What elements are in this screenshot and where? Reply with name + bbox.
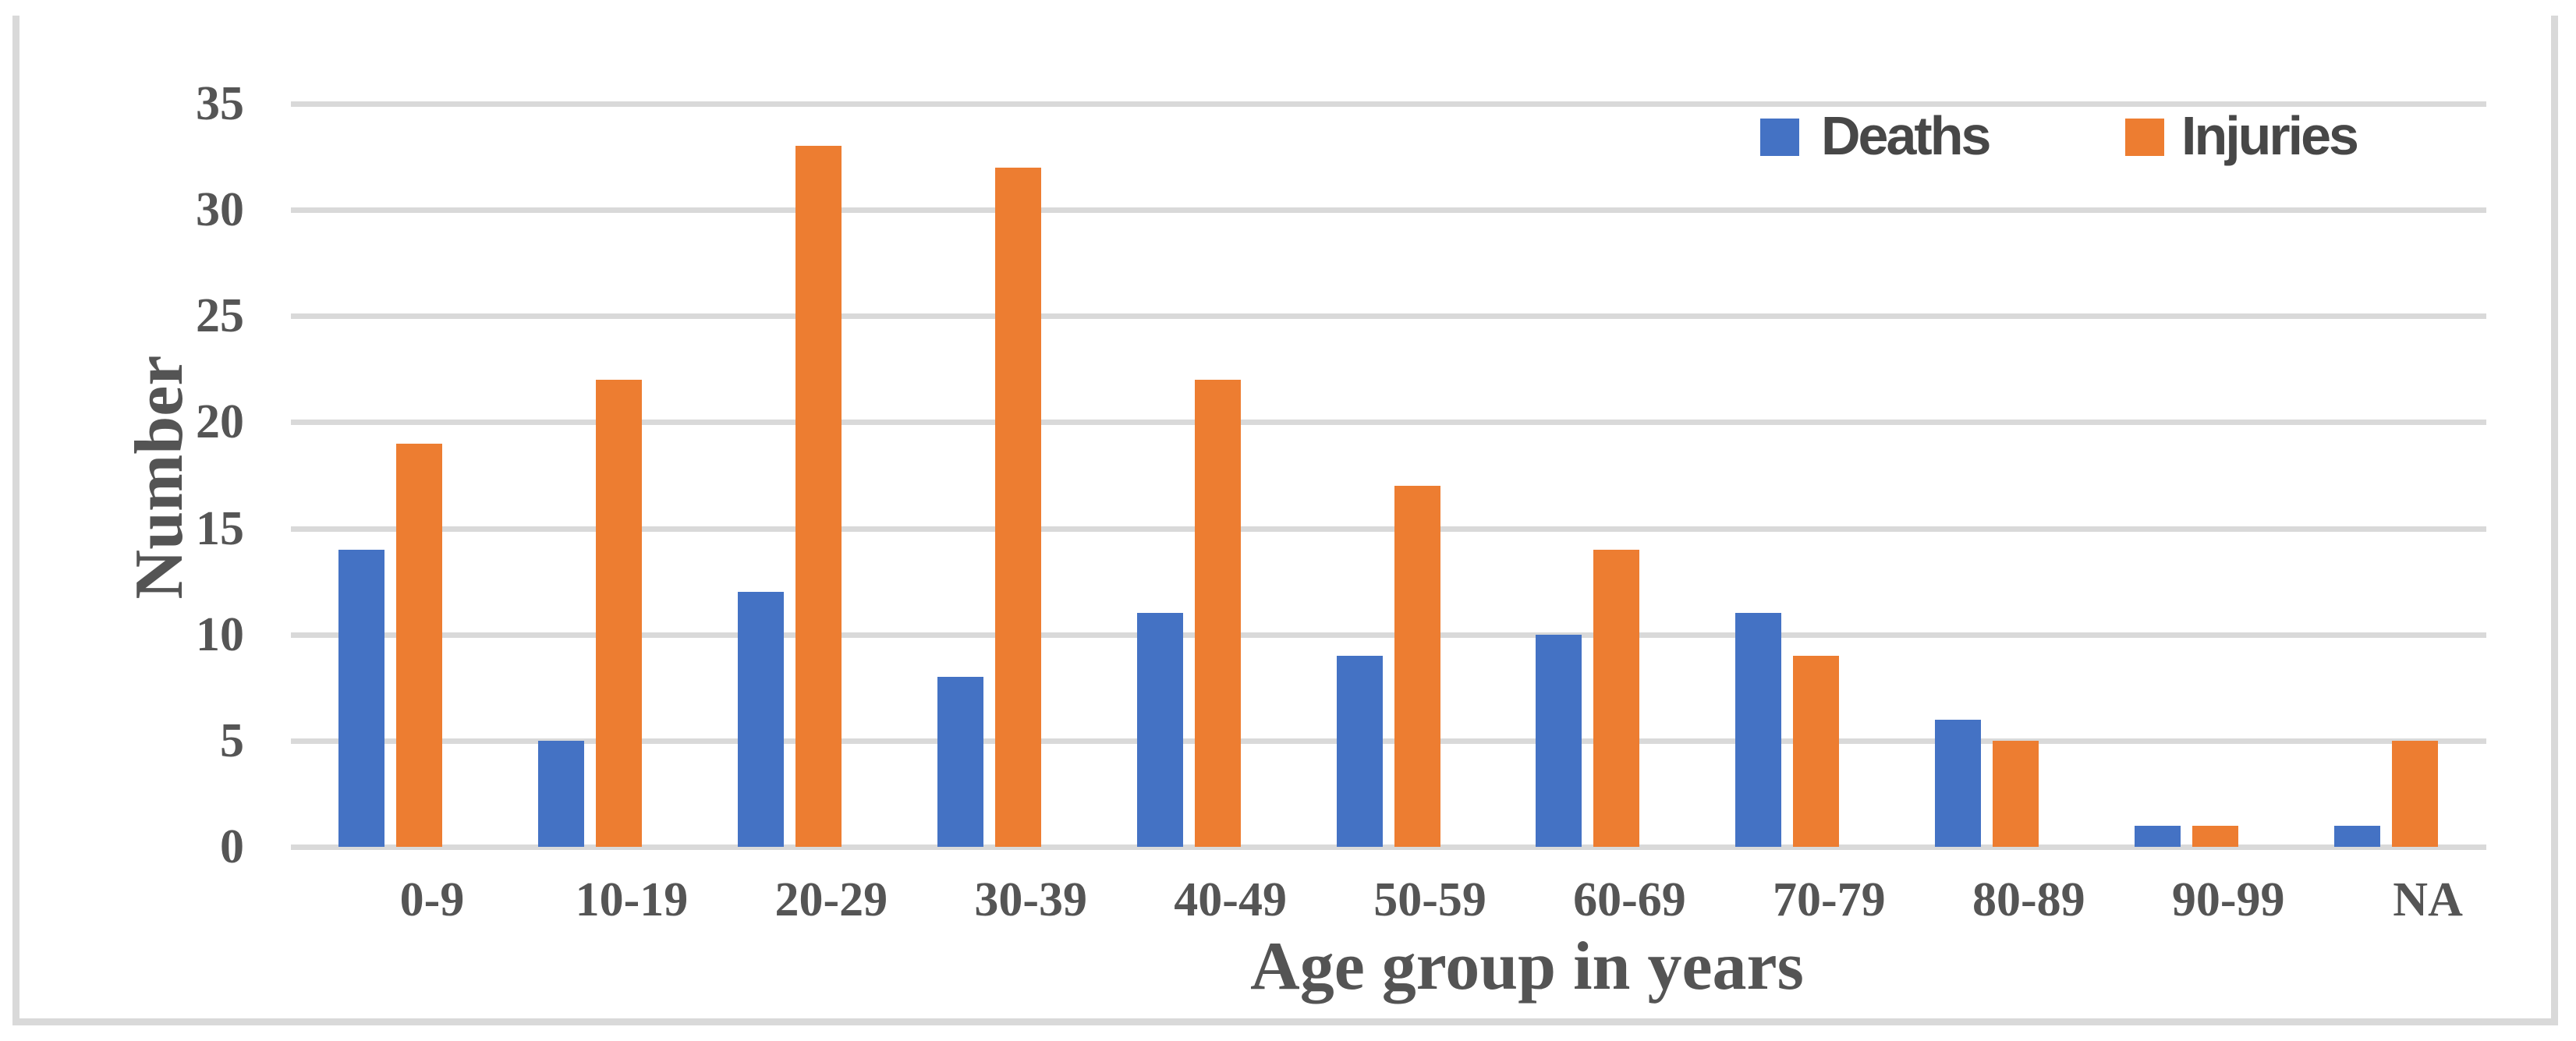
bar-injuries-20-29 [795,146,842,847]
bar-deaths-30-39 [937,677,983,847]
y-tick-20: 20 [196,395,244,449]
y-axis-title: Number [122,355,197,600]
bar-deaths-50-59 [1336,655,1383,847]
gridline-0 [291,844,2486,850]
bar-deaths-10-19 [537,740,584,847]
bar-deaths-80-89 [1935,719,1982,847]
bar-injuries-50-59 [1394,486,1440,847]
bar-injuries-10-19 [595,379,642,847]
bar-injuries-60-69 [1593,549,1640,847]
y-tick-30: 30 [196,183,244,237]
x-axis-title: Age group in years [1250,929,1804,1004]
bar-injuries-0-9 [396,443,442,847]
bar-deaths-70-79 [1735,613,1782,847]
bar-deaths-0-9 [338,549,384,847]
y-tick-35: 35 [196,77,244,130]
figure-border-right [2551,16,2558,1025]
x-tick-90-99: 90-99 [2171,873,2285,926]
y-tick-0: 0 [220,820,244,873]
gridline-25 [291,313,2486,320]
y-tick-15: 15 [196,501,244,555]
legend-swatch-injuries [2125,119,2164,156]
gridline-15 [291,526,2486,532]
x-tick-40-49: 40-49 [1174,873,1287,926]
bar-injuries-90-99 [2192,825,2239,847]
bar-injuries-40-49 [1194,379,1241,847]
bar-deaths-na [2334,825,2381,847]
gridline-20 [291,420,2486,426]
gridline-5 [291,738,2486,744]
bar-injuries-na [2392,740,2439,847]
bar-deaths-60-69 [1536,634,1582,847]
figure-border-left [12,16,19,1025]
x-tick-30-39: 30-39 [974,873,1088,926]
x-tick-70-79: 70-79 [1773,873,1886,926]
x-tick-80-89: 80-89 [1972,873,2085,926]
x-tick-na: NA [2393,873,2463,926]
legend-label-injuries: Injuries [2181,105,2359,166]
bar-injuries-30-39 [994,167,1041,847]
x-tick-0-9: 0-9 [399,873,465,926]
x-tick-60-69: 60-69 [1573,873,1686,926]
bar-injuries-70-79 [1793,655,1840,847]
bar-injuries-80-89 [1993,740,2039,847]
bar-deaths-40-49 [1136,613,1183,847]
legend-label-deaths: Deaths [1821,105,1991,166]
gridline-35 [291,101,2486,107]
bar-deaths-90-99 [2135,825,2181,847]
gridline-10 [291,632,2486,638]
figure-border-bottom [12,1018,2558,1025]
x-tick-10-19: 10-19 [575,873,689,926]
gridline-30 [291,207,2486,214]
legend-swatch-deaths [1760,119,1799,156]
y-tick-5: 5 [220,713,244,767]
y-tick-25: 25 [196,289,244,343]
x-tick-20-29: 20-29 [774,873,888,926]
bar-deaths-20-29 [737,592,784,847]
x-tick-50-59: 50-59 [1373,873,1486,926]
y-tick-10: 10 [196,607,244,661]
